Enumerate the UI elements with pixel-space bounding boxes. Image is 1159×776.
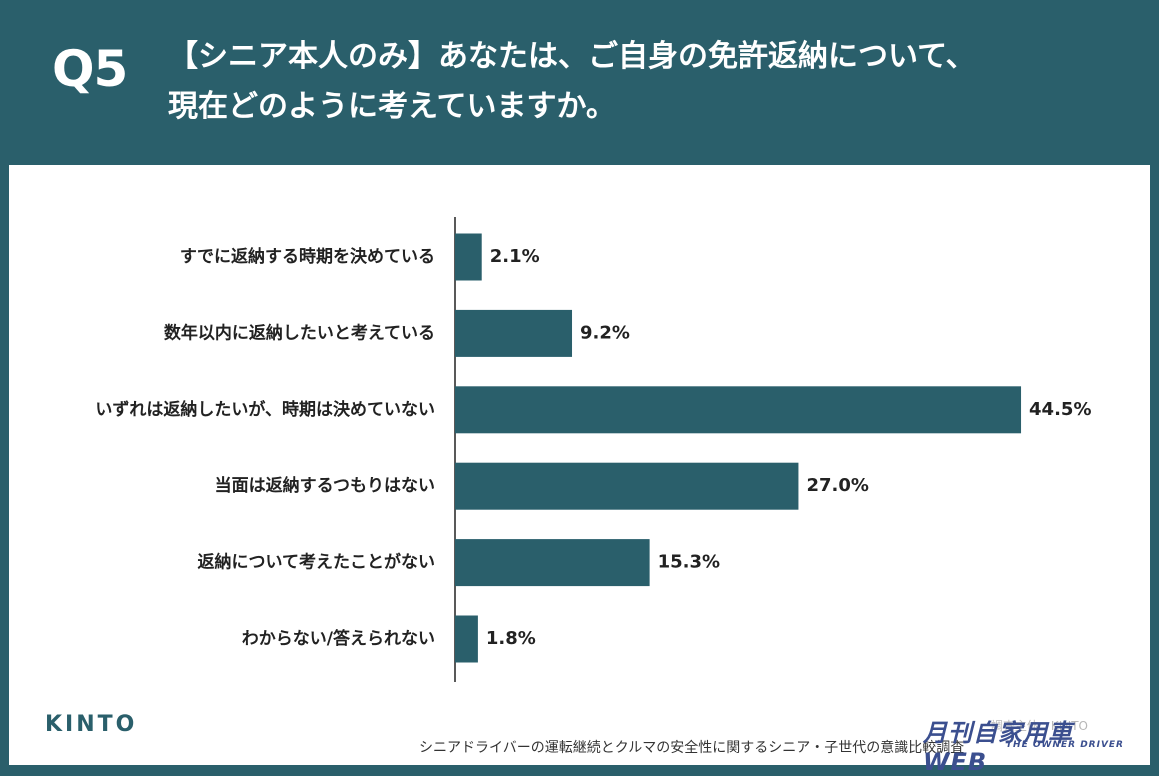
data-label: 9.2% bbox=[580, 322, 630, 343]
survey-source: シニアドライバーの運転継続とクルマの安全性に関するシニア・子世代の意識比較調査 bbox=[419, 740, 965, 756]
kinto-logo: KINTO bbox=[45, 712, 138, 737]
bar bbox=[455, 386, 1022, 434]
category-label: 当面は返納するつもりはない bbox=[215, 475, 435, 496]
data-label: 27.0% bbox=[806, 475, 868, 496]
bar bbox=[455, 462, 799, 510]
bar bbox=[455, 615, 478, 663]
category-label: すでに返納する時期を決めている bbox=[180, 246, 435, 267]
brand-logo-main: 月刊自家用車WEB bbox=[923, 719, 1073, 776]
bar bbox=[455, 539, 650, 587]
brand-logo-sub: THE OWNER DRIVER bbox=[1005, 740, 1124, 750]
bar bbox=[455, 233, 482, 281]
survey-credit: 調査主体：KINTO bbox=[990, 719, 1088, 733]
question-title: 【シニア本人のみ】あなたは、ご自身の免許返納について、 現在どのように考えていま… bbox=[168, 32, 1068, 132]
chart-panel: すでに返納する時期を決めている 2.1% 数年以内に返納したいと考えている 9.2% い… bbox=[9, 165, 1150, 776]
question-number: Q5 bbox=[52, 40, 128, 98]
category-label: 数年以内に返納したいと考えている bbox=[164, 322, 435, 343]
question-title-line-2: 現在どのように考えていますか。 bbox=[168, 89, 616, 124]
data-label: 15.3% bbox=[658, 552, 720, 573]
bar bbox=[455, 309, 573, 357]
header-banner: Q5 【シニア本人のみ】あなたは、ご自身の免許返納について、 現在どのように考え… bbox=[0, 0, 1159, 160]
question-title-line-1: 【シニア本人のみ】あなたは、ご自身の免許返納について、 bbox=[168, 39, 976, 74]
publisher-brand: 調査主体：KINTO 月刊自家用車WEB THE OWNER DRIVER bbox=[923, 713, 1128, 776]
bar-chart: すでに返納する時期を決めている 2.1% 数年以内に返納したいと考えている 9.2% い… bbox=[95, 217, 1091, 682]
category-label: わからない/答えられない bbox=[242, 628, 435, 649]
category-label: いずれは返納したいが、時期は決めていない bbox=[95, 399, 435, 420]
category-label: 返納について考えたことがない bbox=[198, 552, 436, 573]
data-label: 44.5% bbox=[1029, 399, 1091, 420]
data-label: 2.1% bbox=[490, 246, 540, 267]
data-label: 1.8% bbox=[486, 628, 536, 649]
